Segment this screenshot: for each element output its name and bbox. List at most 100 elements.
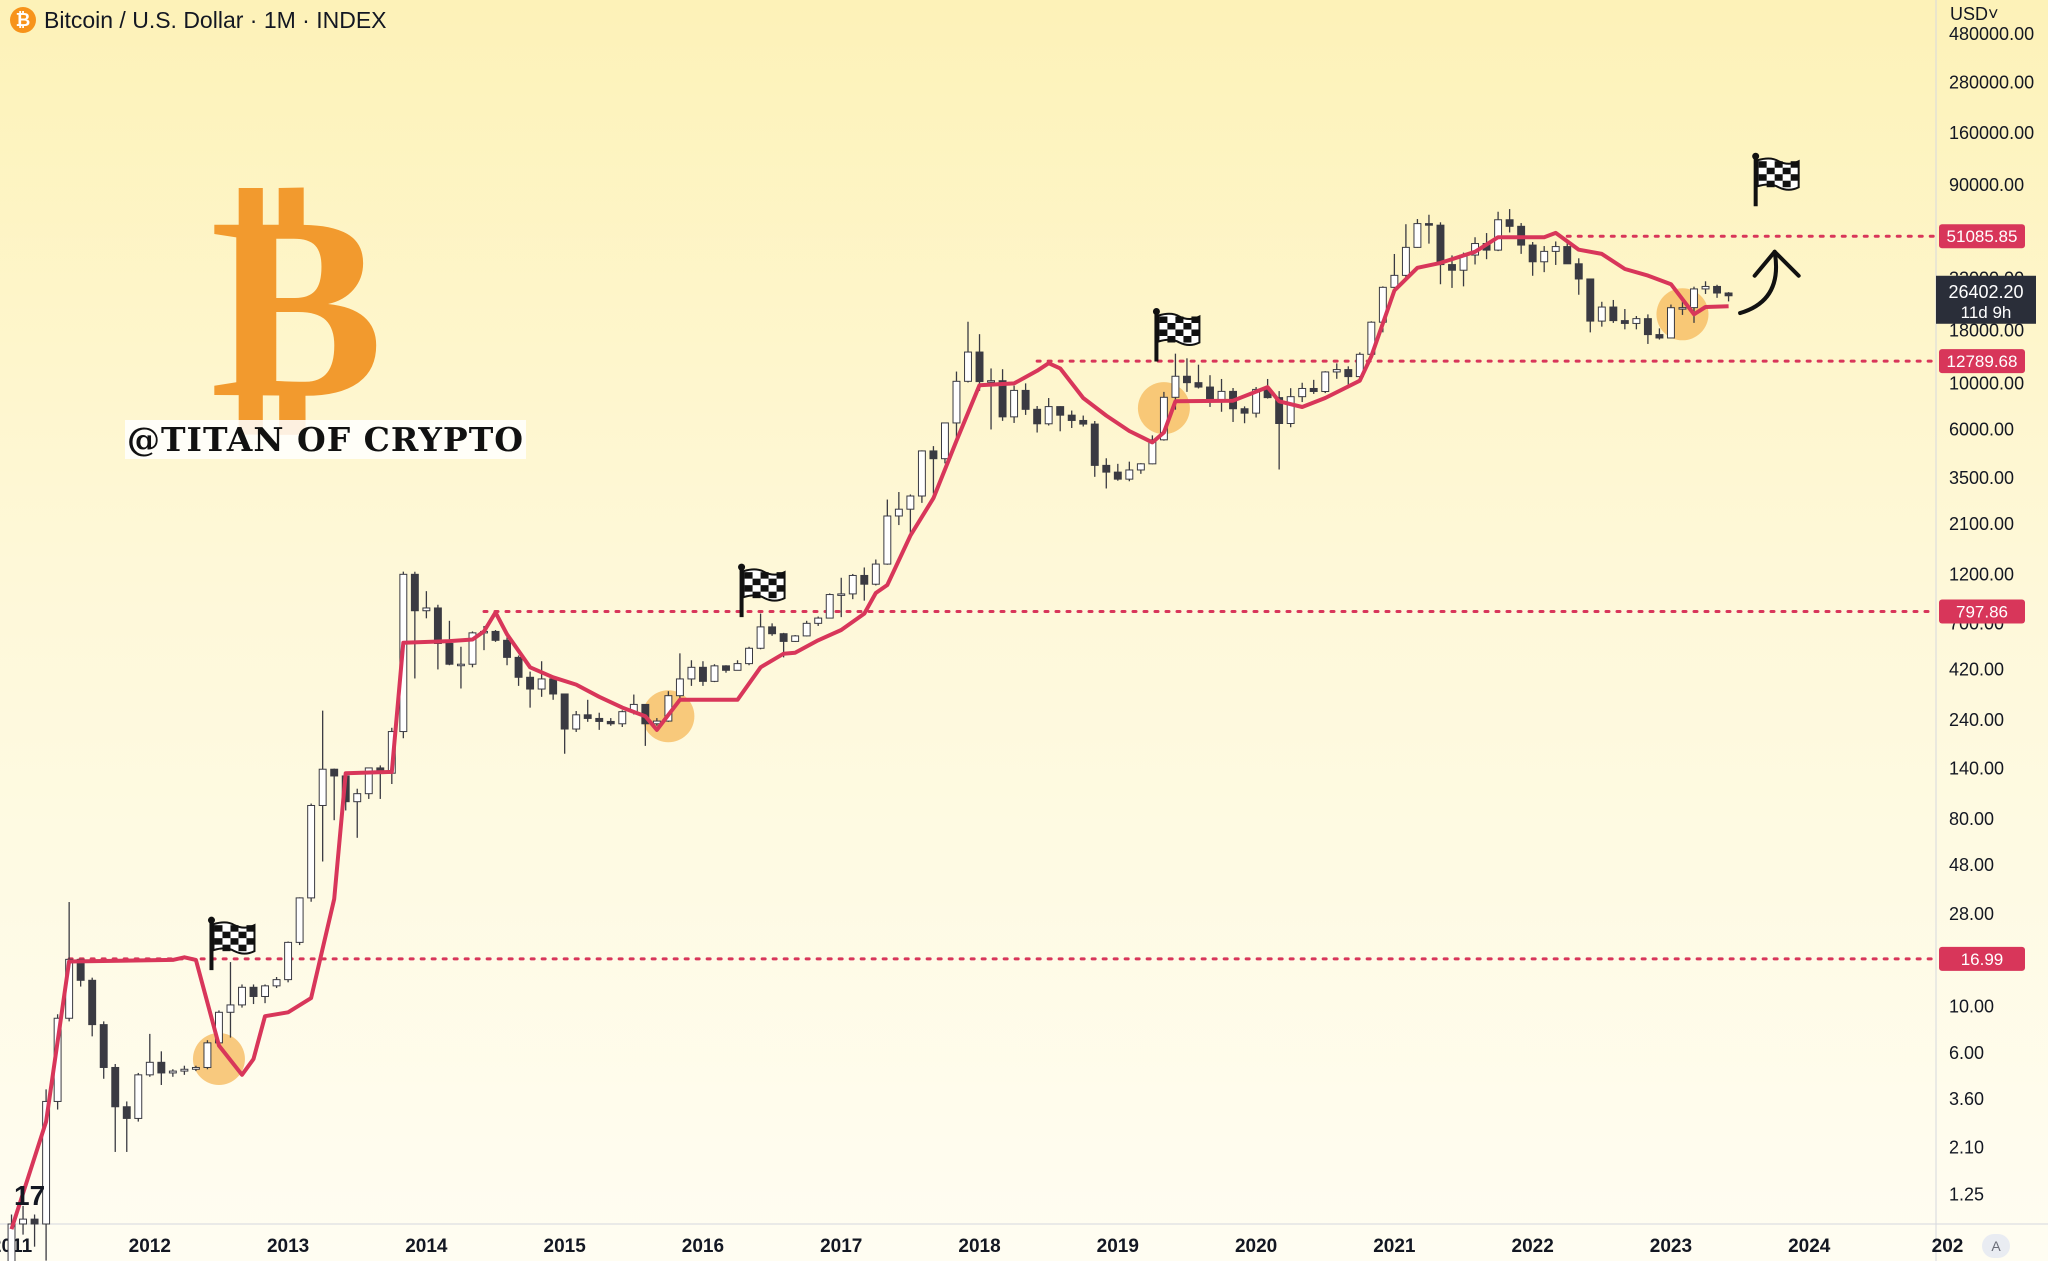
candle [756,613,765,650]
candle-body [1309,387,1318,392]
candle [1332,363,1341,379]
candle-body [514,656,523,678]
candle [791,635,800,642]
flag-square [1766,180,1775,188]
candle [1056,406,1065,432]
candle-body [111,1066,120,1108]
candle [618,710,627,727]
candle [1067,410,1076,428]
candle [1620,309,1629,330]
price-label-box [1939,349,2025,374]
candle [272,976,281,989]
candle [168,1069,177,1077]
candle [906,494,915,537]
candle-body [526,676,535,690]
candle [929,446,938,494]
tradingview-logo-icon[interactable]: 17 [14,1180,46,1211]
candle-body [295,897,304,943]
flag-square [1782,180,1791,188]
auto-scale-button[interactable]: A [1982,1234,2010,1258]
candle [99,1021,108,1079]
candle-body [560,693,569,730]
flag-square [1167,335,1176,343]
x-tick-label: 2017 [820,1236,862,1257]
y-tick-label: 6.00 [1949,1043,1984,1063]
flag-square [238,931,247,939]
flag-square [246,938,255,945]
flag-square [238,944,247,952]
flag-square [752,578,761,586]
candle [952,371,961,438]
candle-body [675,678,684,697]
candle [1713,284,1722,298]
flag-square [768,578,777,586]
candle [526,671,535,708]
candle [422,591,431,619]
candle [1563,242,1572,265]
symbol-header[interactable]: ₿ Bitcoin / U.S. Dollar · 1M · INDEX [10,6,387,34]
candle [1298,382,1307,403]
candle [1021,383,1030,415]
candle-body [272,979,281,987]
candle [180,1065,189,1075]
candle-body [330,768,339,777]
candle-body [572,714,581,730]
candle-body [468,632,477,665]
candle-body [802,622,811,637]
candle [1666,304,1675,339]
candle-body [975,351,984,383]
candle [998,369,1007,421]
candle [1321,371,1330,394]
candle-body [1021,389,1030,410]
candle-body [1713,285,1722,294]
flag-square [1191,316,1200,323]
candle [1690,286,1698,323]
candle [1275,391,1284,470]
candle [1194,364,1203,389]
candle-body [191,1066,200,1070]
candle-body [318,768,327,806]
candle-body [19,1218,28,1225]
flag-square [1774,174,1783,181]
flag-square [246,925,255,932]
y-tick-label: 28.00 [1949,904,1994,924]
candle-body [353,793,362,803]
flag-square [1159,316,1168,323]
flag-square [1782,167,1791,175]
candle [848,573,857,600]
candle [1540,246,1549,273]
candle [514,655,523,686]
candle-body [1551,246,1560,252]
y-tick-label: 48.00 [1949,855,1994,875]
candle-body [88,979,97,1026]
flag-square [1183,322,1192,330]
author-watermark: @TITAN OF CRYPTO [125,420,527,459]
candle [987,368,996,430]
candle-body [1586,278,1595,322]
price-label-text: 16.99 [1961,950,2004,969]
candle [157,1051,166,1085]
x-tick-label: 2022 [1512,1236,1554,1257]
price-label-box [1939,599,2025,624]
candle-body [756,626,765,649]
candle [1136,463,1145,474]
candle [1401,224,1410,278]
candle [1643,314,1652,344]
flag-square [1758,161,1767,168]
candle [261,984,270,1004]
candle-body [1182,375,1191,384]
candle-body [1597,306,1606,322]
candle-body [1620,320,1629,324]
candle-body [1494,219,1503,251]
candle [1090,421,1099,477]
flag-square [214,925,223,932]
candle [330,768,339,821]
x-tick-label: 2019 [1097,1236,1139,1257]
x-tick-label: 2016 [682,1236,724,1257]
candle-body [1390,274,1399,288]
candle-body [595,717,604,722]
candle-body [1102,464,1111,473]
candle-body [157,1061,166,1074]
currency-dropdown[interactable]: USD˅ [1950,4,1999,24]
